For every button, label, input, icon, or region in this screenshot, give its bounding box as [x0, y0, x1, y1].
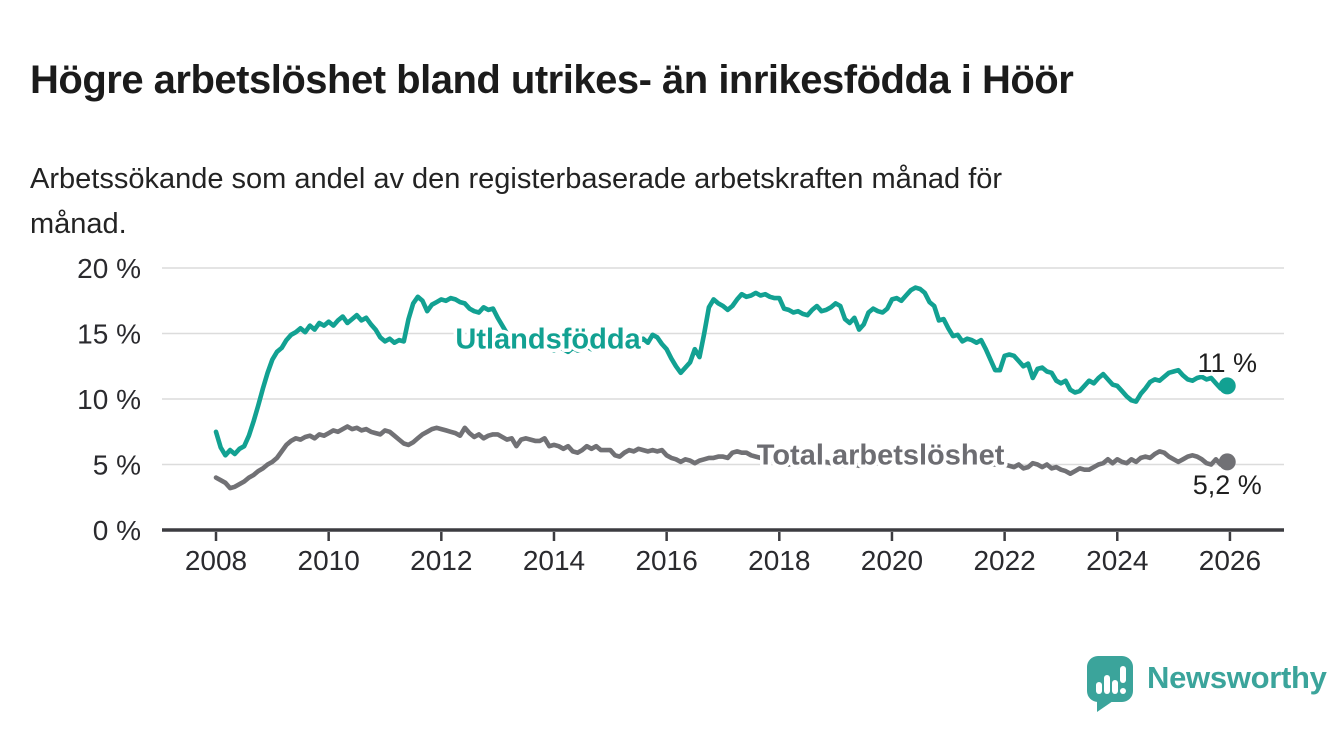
subtitle-line-2: månad. — [30, 207, 127, 240]
y-axis-label-0: 0 % — [93, 515, 141, 546]
y-axis-label-5: 5 % — [93, 450, 141, 481]
x-axis-label-2008: 2008 — [185, 545, 247, 576]
bar-chart-speech-bubble-icon — [1087, 656, 1133, 712]
end-dot-utlandsfodda — [1218, 377, 1236, 395]
x-axis-label-2022: 2022 — [973, 545, 1035, 576]
y-axis-label-15: 15 % — [77, 319, 141, 350]
branding: Newsworthy — [1085, 654, 1327, 712]
x-axis-label-2020: 2020 — [861, 545, 923, 576]
x-axis-label-2018: 2018 — [748, 545, 810, 576]
x-axis-label-2014: 2014 — [523, 545, 585, 576]
end-value-label-utlandsfodda: 11 % — [1197, 348, 1257, 378]
brand-name: Newsworthy — [1147, 660, 1327, 695]
end-value-label-total: 5,2 % — [1193, 470, 1262, 500]
x-axis-label-2010: 2010 — [298, 545, 360, 576]
end-dot-total — [1218, 453, 1236, 471]
y-axis-label-10: 10 % — [77, 384, 141, 415]
series-label-total-arbetsloshet: Total arbetslöshet — [757, 440, 1005, 472]
y-axis-label-20: 20 % — [77, 253, 141, 284]
series-line-total — [213, 424, 1228, 491]
x-axis-label-2016: 2016 — [635, 545, 697, 576]
subtitle-line-1: Arbetssökande som andel av den registerb… — [30, 163, 1003, 195]
series-label-utlandsfodda: Utlandsfödda — [455, 324, 641, 356]
series-line-utlandsfodda — [213, 285, 1228, 458]
x-axis-label-2024: 2024 — [1086, 545, 1148, 576]
chart-subtitle: Arbetssökande som andel av den registerb… — [30, 157, 1280, 247]
x-axis-label-2026: 2026 — [1199, 545, 1261, 576]
page-title: Högre arbetslöshet bland utrikes- än inr… — [30, 57, 1074, 102]
x-axis-label-2012: 2012 — [410, 545, 472, 576]
